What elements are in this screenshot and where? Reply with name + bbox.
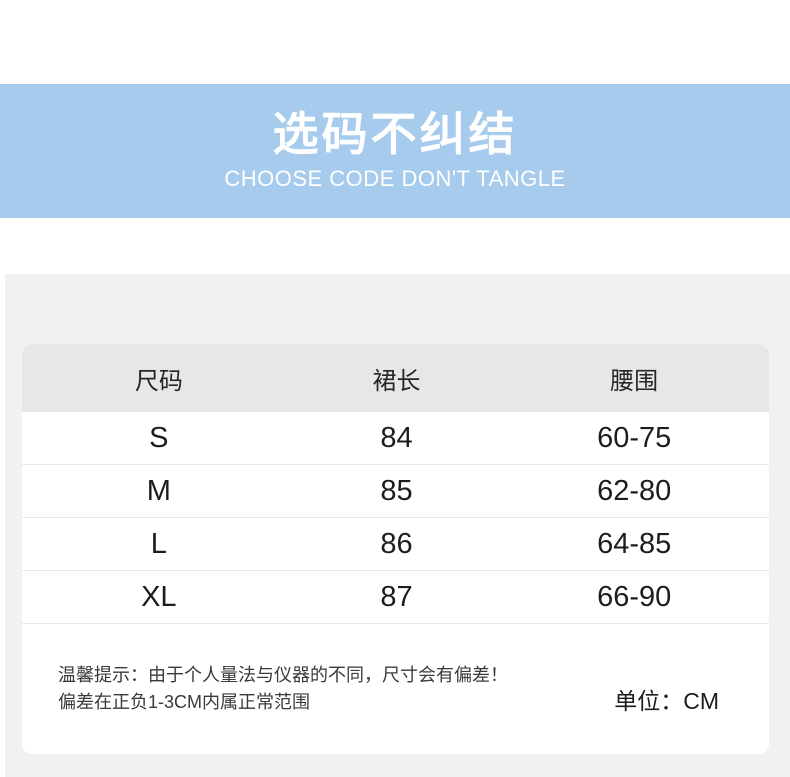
disclaimer-line-2: 偏差在正负1-3CM内属正常范围 bbox=[58, 692, 311, 712]
size-table: 尺码 裙长 腰围 S 84 60-75 M 85 62-80 L 86 64-8… bbox=[22, 344, 769, 754]
size-chart-section: 尺码 裙长 腰围 S 84 60-75 M 85 62-80 L 86 64-8… bbox=[5, 274, 790, 777]
cell-waist: 64-85 bbox=[597, 527, 672, 560]
disclaimer-text: 温馨提示：由于个人量法与仪器的不同，尺寸会有偏差！ 偏差在正负1-3CM内属正常… bbox=[58, 662, 508, 716]
table-row-m: M 85 62-80 bbox=[22, 465, 769, 518]
unit-label: 单位：CM bbox=[614, 688, 719, 714]
cell-size: XL bbox=[141, 580, 177, 613]
banner: 选码不纠结 CHOOSE CODE DON'T TANGLE bbox=[0, 84, 790, 218]
cell-size: M bbox=[146, 474, 171, 507]
size-table-header-row: 尺码 裙长 腰围 bbox=[22, 344, 769, 412]
cell-skirt-length: 85 bbox=[380, 474, 413, 507]
banner-title: 选码不纠结 bbox=[272, 108, 518, 161]
cell-skirt-length: 87 bbox=[380, 580, 413, 613]
column-header-skirt-length: 裙长 bbox=[372, 367, 421, 395]
table-row-l: L 86 64-85 bbox=[22, 518, 769, 571]
size-table-body: S 84 60-75 M 85 62-80 L 86 64-85 XL 87 6… bbox=[22, 412, 769, 754]
cell-waist: 60-75 bbox=[597, 421, 672, 454]
cell-size: S bbox=[149, 421, 169, 454]
table-row-s: S 84 60-75 bbox=[22, 412, 769, 465]
column-header-size: 尺码 bbox=[134, 367, 183, 395]
disclaimer-line-1: 温馨提示：由于个人量法与仪器的不同，尺寸会有偏差！ bbox=[58, 665, 508, 685]
table-row-xl: XL 87 66-90 bbox=[22, 571, 769, 624]
note-area: 温馨提示：由于个人量法与仪器的不同，尺寸会有偏差！ 偏差在正负1-3CM内属正常… bbox=[22, 624, 769, 754]
column-header-waist: 腰围 bbox=[610, 367, 659, 395]
cell-skirt-length: 84 bbox=[380, 421, 413, 454]
banner-subtitle: CHOOSE CODE DON'T TANGLE bbox=[224, 165, 566, 191]
cell-waist: 62-80 bbox=[597, 474, 672, 507]
cell-size: L bbox=[150, 527, 167, 560]
cell-skirt-length: 86 bbox=[380, 527, 413, 560]
cell-waist: 66-90 bbox=[597, 580, 672, 613]
